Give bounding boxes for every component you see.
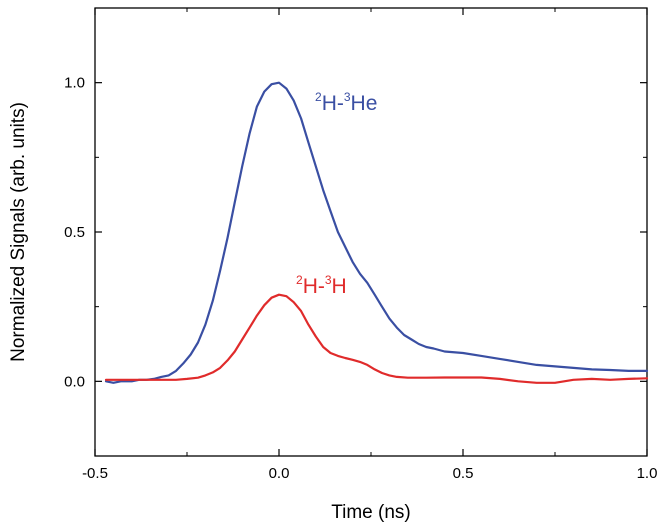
series-annotation-2h-3he: 2H-3He (315, 90, 377, 115)
y-axis: 0.0 0.5 1.0 (64, 7, 647, 457)
series-line-1 (104, 293, 649, 384)
annotation-mass-b: 3 (325, 273, 332, 287)
annotation-symbol-a: H- (322, 92, 344, 115)
x-tick-label: -0.5 (82, 465, 108, 482)
y-axis-title: Normalized Signals (arb. units) (8, 102, 29, 362)
x-axis: -0.5 0.0 0.5 1.0 (82, 8, 657, 482)
annotation-mass-a: 2 (296, 273, 303, 287)
x-axis-title: Time (ns) (331, 502, 411, 523)
x-tick-label: 1.0 (637, 465, 658, 482)
y-tick-label: 1.0 (64, 75, 85, 92)
plot-frame (94, 7, 648, 457)
series-line-0 (104, 81, 649, 384)
x-tick-label: 0.0 (269, 465, 290, 482)
annotation-symbol-b: He (351, 92, 378, 115)
series-layer (104, 81, 649, 384)
annotation-symbol-a: H- (303, 275, 325, 298)
annotation-mass-b: 3 (344, 90, 351, 104)
y-tick-label: 0.0 (64, 373, 85, 390)
y-tick-label: 0.5 (64, 224, 85, 241)
annotation-mass-a: 2 (315, 90, 322, 104)
x-tick-label: 0.5 (453, 465, 474, 482)
series-annotation-2h-3h: 2H-3H (296, 273, 347, 298)
annotation-symbol-b: H (332, 275, 347, 298)
